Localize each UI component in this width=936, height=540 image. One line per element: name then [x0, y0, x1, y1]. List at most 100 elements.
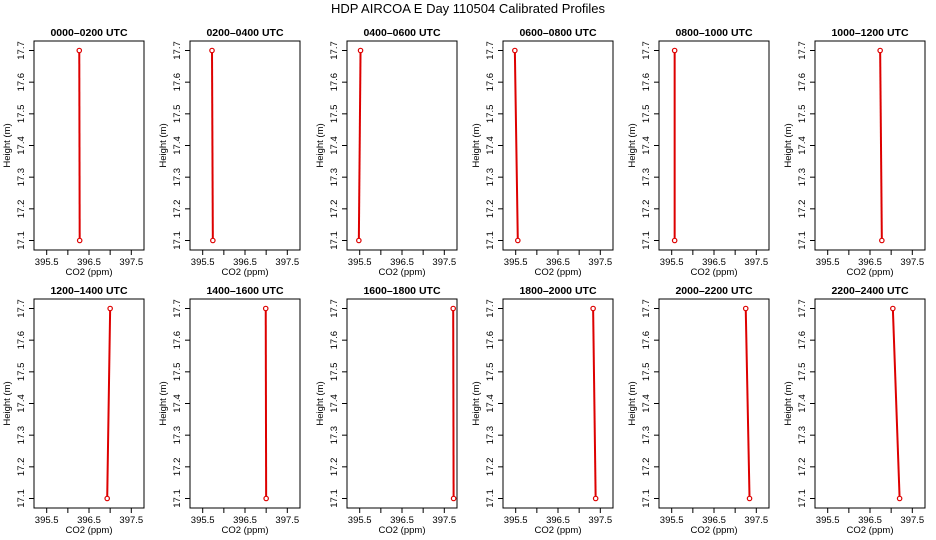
y-tick-label: 17.2	[797, 458, 808, 477]
data-point	[671, 47, 678, 54]
y-tick-label: 17.7	[641, 41, 652, 60]
y-tick-label: 17.3	[797, 168, 808, 187]
y-tick-label: 17.3	[329, 426, 340, 445]
y-tick-label: 17.4	[172, 394, 183, 413]
y-tick-label: 17.5	[485, 105, 496, 124]
y-tick-label: 17.1	[329, 231, 340, 250]
y-axis-label: Height (m)	[158, 123, 169, 167]
x-tick-label: 395.5	[191, 257, 215, 268]
x-tick-label: 397.5	[744, 257, 768, 268]
x-tick-label: 396.5	[858, 515, 882, 526]
y-tick-label: 17.5	[797, 105, 808, 124]
data-point	[209, 47, 215, 54]
panels: 0000–0200 UTC 395.5 396.5 397.5 17.1 17.2 17.3…	[2, 27, 926, 536]
x-tick-label: 395.5	[660, 515, 684, 526]
profile-line	[891, 308, 901, 499]
y-tick-label: 17.4	[329, 394, 340, 413]
y-tick-label: 17.6	[172, 331, 183, 350]
data-point	[450, 495, 457, 502]
data-point	[742, 305, 749, 312]
y-axis-label: Height (m)	[627, 123, 638, 167]
y-tick-label: 17.6	[641, 331, 652, 350]
x-tick-label: 395.5	[35, 257, 59, 268]
y-tick-label: 17.1	[641, 231, 652, 250]
y-tick-label: 17.2	[172, 458, 183, 477]
x-axis-label: CO2 (ppm)	[379, 267, 426, 278]
x-axis-label: CO2 (ppm)	[222, 267, 269, 278]
data-point	[896, 495, 903, 502]
y-tick-label: 17.7	[641, 299, 652, 318]
y-tick-label: 17.6	[172, 73, 183, 92]
x-tick-label: 395.5	[35, 515, 59, 526]
panel-title: 1200–1400 UTC	[50, 285, 127, 297]
y-tick-label: 17.5	[329, 363, 340, 382]
x-tick-label: 395.5	[504, 257, 528, 268]
y-tick-label: 17.7	[16, 41, 27, 60]
profile-line	[211, 50, 214, 241]
y-tick-label: 17.7	[329, 299, 340, 318]
y-tick-label: 17.4	[16, 136, 27, 155]
y-tick-label: 17.5	[641, 363, 652, 382]
y-tick-label: 17.1	[641, 489, 652, 508]
y-tick-label: 17.4	[641, 394, 652, 413]
y-tick-label: 17.7	[797, 41, 808, 60]
x-tick-label: 395.5	[191, 515, 215, 526]
y-tick-label: 17.5	[16, 363, 27, 382]
x-tick-label: 396.5	[390, 515, 414, 526]
x-tick-label: 397.5	[588, 257, 612, 268]
panel-4: 0600–0800 UTC 395.5 396.5 397.5 17.1 17.2 17.3…	[471, 27, 614, 278]
y-tick-label: 17.1	[16, 489, 27, 508]
y-tick-label: 17.1	[797, 489, 808, 508]
y-tick-label: 17.1	[172, 489, 183, 508]
x-axis-label: CO2 (ppm)	[535, 525, 582, 536]
plot-frame	[33, 298, 145, 509]
data-point	[107, 305, 113, 312]
y-tick-label: 17.6	[797, 331, 808, 350]
data-point	[515, 237, 521, 244]
y-tick-label: 17.2	[485, 200, 496, 219]
y-axis-label: Height (m)	[627, 381, 638, 425]
profile-line	[744, 308, 751, 499]
y-tick-label: 17.2	[172, 200, 183, 219]
y-tick-label: 17.2	[329, 200, 340, 219]
x-axis-label: CO2 (ppm)	[691, 267, 738, 278]
y-axis-label: Height (m)	[2, 381, 13, 425]
panel-2: 0200–0400 UTC 395.5 396.5 397.5 17.1 17.2 17.3…	[158, 27, 301, 278]
plot-frame	[502, 298, 614, 509]
x-tick-label: 396.5	[546, 257, 570, 268]
y-tick-label: 17.1	[797, 231, 808, 250]
x-tick-label: 395.5	[816, 515, 840, 526]
profile-line	[879, 50, 883, 241]
x-tick-label: 395.5	[816, 257, 840, 268]
x-axis-label: CO2 (ppm)	[66, 525, 113, 536]
profile-line	[357, 50, 362, 241]
y-tick-label: 17.2	[16, 200, 27, 219]
plot-frame	[189, 298, 301, 509]
y-tick-label: 17.7	[16, 299, 27, 318]
data-point	[592, 495, 599, 502]
panel-title: 0600–0800 UTC	[519, 27, 596, 39]
y-tick-label: 17.1	[172, 231, 183, 250]
y-tick-label: 17.2	[641, 458, 652, 477]
x-tick-label: 395.5	[504, 515, 528, 526]
data-point	[76, 237, 83, 244]
x-tick-label: 395.5	[660, 257, 684, 268]
y-tick-label: 17.3	[172, 426, 183, 445]
y-tick-label: 17.5	[16, 105, 27, 124]
y-tick-label: 17.4	[329, 136, 340, 155]
y-axis-label: Height (m)	[158, 381, 169, 425]
x-axis-label: CO2 (ppm)	[847, 525, 894, 536]
y-tick-label: 17.5	[485, 363, 496, 382]
y-tick-label: 17.5	[641, 105, 652, 124]
x-tick-label: 396.5	[546, 515, 570, 526]
panel-title: 0200–0400 UTC	[206, 27, 283, 39]
data-point	[262, 305, 269, 312]
data-point	[450, 305, 456, 312]
panel-title: 2000–2200 UTC	[675, 285, 752, 297]
x-axis-label: CO2 (ppm)	[66, 267, 113, 278]
y-tick-label: 17.5	[172, 105, 183, 124]
y-tick-label: 17.3	[641, 168, 652, 187]
panel-title: 1000–1200 UTC	[831, 27, 908, 39]
y-tick-label: 17.5	[797, 363, 808, 382]
